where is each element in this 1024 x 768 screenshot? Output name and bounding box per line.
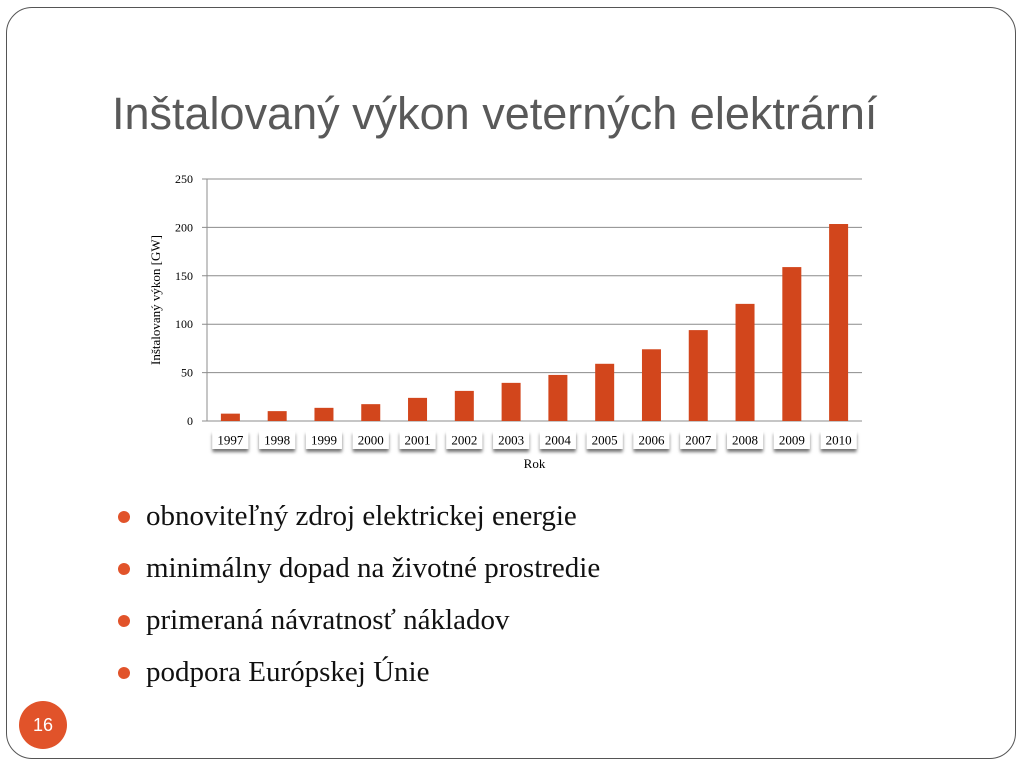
bar [408, 397, 428, 421]
x-tick-label: 2000 [358, 433, 384, 448]
bullet-list: obnoviteľný zdroj elektrickej energie mi… [118, 493, 600, 701]
x-tick-box [446, 431, 483, 449]
bullet-text: podpora Európskej Únie [146, 656, 430, 688]
bar [782, 267, 802, 421]
slide-title: Inštalovaný výkon veterných elektrární [112, 88, 878, 139]
x-tick-label: 2003 [498, 433, 524, 448]
bullet-item: obnoviteľný zdroj elektrickej energie [118, 493, 600, 545]
y-tick-label: 0 [187, 414, 193, 428]
x-tick-label: 2010 [826, 433, 852, 448]
x-tick-label: 2005 [592, 433, 618, 448]
x-tick-label: 2009 [779, 433, 805, 448]
x-tick-label: 1997 [217, 433, 244, 448]
bar [735, 303, 755, 421]
y-tick-label: 200 [175, 220, 193, 234]
x-tick-label: 2002 [451, 433, 477, 448]
bullet-item: minimálny dopad na životné prostredie [118, 545, 600, 597]
x-tick-box [305, 431, 342, 449]
x-axis-title: Rok [524, 456, 546, 471]
bar [267, 411, 287, 421]
x-tick-box [633, 431, 670, 449]
page-number-badge: 16 [19, 701, 67, 749]
bar [361, 404, 381, 421]
x-tick-label: 2004 [545, 433, 572, 448]
x-tick-box [820, 431, 857, 449]
bullet-dot-icon [118, 615, 130, 627]
x-tick-label: 2006 [638, 433, 665, 448]
y-tick-label: 50 [181, 366, 193, 380]
bar [501, 382, 521, 421]
x-tick-label: 1999 [311, 433, 337, 448]
y-tick-label: 250 [175, 172, 193, 186]
x-tick-label: 2008 [732, 433, 758, 448]
x-tick-box [586, 431, 623, 449]
bullet-text: primeraná návratnosť nákladov [146, 604, 510, 636]
y-axis-title: Inštalovaný výkon [GW] [148, 235, 163, 365]
bar [220, 413, 240, 421]
bullet-item: podpora Európskej Únie [118, 649, 600, 701]
bullet-text: obnoviteľný zdroj elektrickej energie [146, 500, 577, 532]
bar [595, 363, 615, 421]
bullet-dot-icon [118, 667, 130, 679]
bar [829, 224, 849, 421]
x-tick-label: 2007 [685, 433, 712, 448]
bar [641, 349, 661, 421]
x-tick-box [259, 431, 296, 449]
x-tick-box [539, 431, 576, 449]
bar [454, 390, 474, 421]
bullet-text: minimálny dopad na životné prostredie [146, 552, 601, 584]
y-tick-label: 100 [175, 317, 193, 331]
y-tick-label: 150 [175, 269, 193, 283]
x-tick-box [352, 431, 389, 449]
bar [688, 330, 708, 421]
bullet-dot-icon [118, 563, 130, 575]
x-tick-box [493, 431, 530, 449]
x-tick-box [680, 431, 717, 449]
x-tick-box [212, 431, 249, 449]
bullet-dot-icon [118, 511, 130, 523]
x-tick-box [727, 431, 764, 449]
bar [548, 374, 568, 421]
x-tick-box [399, 431, 436, 449]
bar [314, 407, 334, 421]
x-tick-box [773, 431, 810, 449]
x-tick-label: 2001 [405, 433, 431, 448]
bullet-item: primeraná návratnosť nákladov [118, 597, 600, 649]
x-tick-label: 1998 [264, 433, 290, 448]
